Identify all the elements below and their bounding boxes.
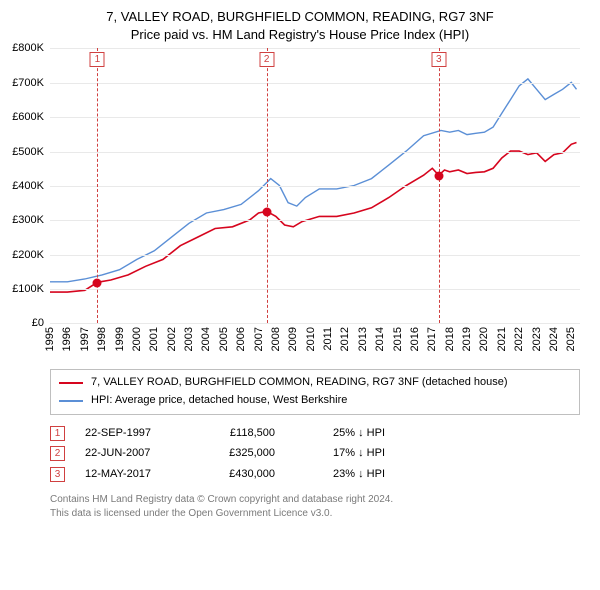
- transaction-row-badge: 3: [50, 467, 65, 482]
- grid-line: [50, 289, 580, 290]
- transaction-date: 12-MAY-2017: [85, 464, 175, 485]
- x-tick-label: 1997: [79, 327, 91, 351]
- transaction-row: 2 22-JUN-2007 £325,000 17% ↓ HPI: [50, 443, 580, 464]
- transaction-row-badge: 1: [50, 426, 65, 441]
- y-tick-label: £100K: [12, 283, 50, 295]
- x-tick-label: 2005: [218, 327, 230, 351]
- x-tick-label: 2015: [392, 327, 404, 351]
- y-tick-label: £700K: [12, 77, 50, 89]
- x-tick-label: 2019: [461, 327, 473, 351]
- footer-line-2: This data is licensed under the Open Gov…: [50, 507, 580, 521]
- transaction-vline: [439, 48, 440, 323]
- transaction-diff: 23% ↓ HPI: [295, 464, 385, 485]
- transaction-date: 22-JUN-2007: [85, 443, 175, 464]
- legend-swatch: [59, 382, 83, 384]
- grid-line: [50, 220, 580, 221]
- grid-line: [50, 117, 580, 118]
- x-tick-label: 2022: [513, 327, 525, 351]
- grid-line: [50, 83, 580, 84]
- grid-line: [50, 152, 580, 153]
- transaction-vline: [267, 48, 268, 323]
- title-line-2: Price paid vs. HM Land Registry's House …: [10, 26, 590, 44]
- x-tick-label: 2004: [200, 327, 212, 351]
- x-tick-label: 2011: [322, 327, 334, 351]
- legend-label: 7, VALLEY ROAD, BURGHFIELD COMMON, READI…: [91, 374, 508, 392]
- transaction-marker: [262, 207, 271, 216]
- x-tick-label: 2009: [287, 327, 299, 351]
- legend-row: HPI: Average price, detached house, West…: [59, 392, 571, 410]
- x-tick-label: 1995: [44, 327, 56, 351]
- legend-row: 7, VALLEY ROAD, BURGHFIELD COMMON, READI…: [59, 374, 571, 392]
- attribution-footer: Contains HM Land Registry data © Crown c…: [50, 493, 580, 521]
- y-tick-label: £600K: [12, 111, 50, 123]
- transaction-badge: 3: [431, 52, 446, 67]
- plot-region: £0£100K£200K£300K£400K£500K£600K£700K£80…: [50, 48, 580, 323]
- transaction-price: £118,500: [195, 423, 275, 444]
- y-tick-label: £200K: [12, 249, 50, 261]
- y-tick-label: £400K: [12, 180, 50, 192]
- y-tick-label: £300K: [12, 214, 50, 226]
- series-line-property: [50, 143, 577, 293]
- x-tick-label: 2012: [339, 327, 351, 351]
- x-tick-label: 2008: [270, 327, 282, 351]
- x-tick-label: 2025: [565, 327, 577, 351]
- x-tick-label: 2007: [253, 327, 265, 351]
- x-tick-label: 2016: [409, 327, 421, 351]
- y-tick-label: £800K: [12, 42, 50, 54]
- x-tick-label: 2014: [374, 327, 386, 351]
- price-chart-container: { "title": { "line1": "7, VALLEY ROAD, B…: [0, 0, 600, 590]
- x-tick-label: 2010: [305, 327, 317, 351]
- x-tick-label: 2021: [496, 327, 508, 351]
- x-tick-label: 2003: [183, 327, 195, 351]
- y-tick-label: £500K: [12, 146, 50, 158]
- transaction-row-badge: 2: [50, 446, 65, 461]
- x-tick-label: 1998: [96, 327, 108, 351]
- transaction-date: 22-SEP-1997: [85, 423, 175, 444]
- grid-line: [50, 255, 580, 256]
- legend-label: HPI: Average price, detached house, West…: [91, 392, 347, 410]
- grid-line: [50, 48, 580, 49]
- x-tick-label: 2000: [131, 327, 143, 351]
- x-tick-label: 2006: [235, 327, 247, 351]
- x-tick-label: 2020: [478, 327, 490, 351]
- transaction-diff: 25% ↓ HPI: [295, 423, 385, 444]
- chart-title: 7, VALLEY ROAD, BURGHFIELD COMMON, READI…: [0, 0, 600, 48]
- transaction-row: 1 22-SEP-1997 £118,500 25% ↓ HPI: [50, 423, 580, 444]
- transaction-price: £430,000: [195, 464, 275, 485]
- transaction-marker: [434, 171, 443, 180]
- x-tick-label: 2013: [357, 327, 369, 351]
- x-tick-label: 2023: [531, 327, 543, 351]
- x-tick-label: 2017: [426, 327, 438, 351]
- x-tick-label: 1999: [114, 327, 126, 351]
- x-tick-label: 2018: [444, 327, 456, 351]
- x-tick-label: 2002: [166, 327, 178, 351]
- transaction-row: 3 12-MAY-2017 £430,000 23% ↓ HPI: [50, 464, 580, 485]
- transaction-price: £325,000: [195, 443, 275, 464]
- transaction-table: 1 22-SEP-1997 £118,500 25% ↓ HPI 2 22-JUN-200…: [50, 423, 580, 486]
- legend-swatch: [59, 400, 83, 402]
- title-line-1: 7, VALLEY ROAD, BURGHFIELD COMMON, READI…: [10, 8, 590, 26]
- x-axis: 1995199619971998199920002001200220032004…: [50, 323, 580, 363]
- transaction-diff: 17% ↓ HPI: [295, 443, 385, 464]
- transaction-badge: 1: [90, 52, 105, 67]
- grid-line: [50, 186, 580, 187]
- legend: 7, VALLEY ROAD, BURGHFIELD COMMON, READI…: [50, 369, 580, 414]
- chart-area: £0£100K£200K£300K£400K£500K£600K£700K£80…: [50, 48, 588, 363]
- footer-line-1: Contains HM Land Registry data © Crown c…: [50, 493, 580, 507]
- x-tick-label: 2001: [148, 327, 160, 351]
- transaction-marker: [93, 278, 102, 287]
- x-tick-label: 1996: [61, 327, 73, 351]
- transaction-badge: 2: [259, 52, 274, 67]
- x-tick-label: 2024: [548, 327, 560, 351]
- series-line-hpi: [50, 79, 577, 282]
